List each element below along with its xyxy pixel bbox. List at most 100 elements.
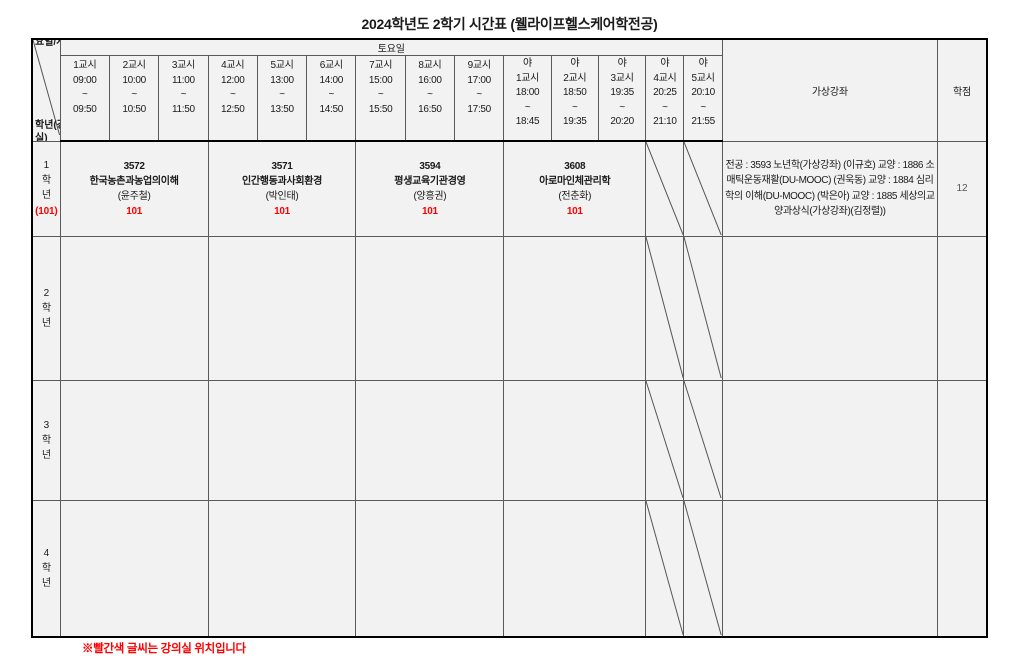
header-row-periods: 1교시 09:00 ~ 09:50 2교시 10:00 ~ 10:50 3교시 … bbox=[32, 55, 987, 142]
period-prefix: 야 bbox=[570, 58, 580, 69]
period-end: 12:50 bbox=[220, 103, 245, 115]
virtual-course-cell[interactable] bbox=[721, 235, 939, 381]
period-end: 09:50 bbox=[73, 103, 97, 115]
period-name: 1교시 bbox=[73, 60, 97, 71]
course-slot[interactable]: 3571 인간행동과사회환경 (박인태) 101 bbox=[207, 140, 357, 237]
diagonal-divider-icon bbox=[33, 40, 60, 135]
course-slot[interactable]: 3594 평생교육기관경영 (양흥권) 101 bbox=[355, 140, 505, 237]
period-prefix: 야 bbox=[698, 58, 708, 69]
course-room: 101 bbox=[422, 205, 438, 217]
diagonal-strike-icon bbox=[646, 237, 683, 378]
period-name: 5교시 bbox=[691, 72, 715, 84]
period-prefix: 야 bbox=[617, 58, 627, 69]
course-slot[interactable] bbox=[59, 379, 209, 501]
period-tilde: ~ bbox=[180, 89, 187, 100]
virtual-course-header: 가상강좌 bbox=[721, 38, 939, 142]
year-char-nyeon: 년 bbox=[41, 577, 51, 589]
virtual-course-cell[interactable]: 전공 : 3593 노년학(가상강좌) (이규호) 교양 : 1886 소매틱운… bbox=[721, 140, 939, 237]
period-end: 15:50 bbox=[368, 103, 393, 115]
period-tilde: ~ bbox=[377, 89, 384, 100]
unavailable-slot bbox=[683, 499, 723, 638]
unavailable-slot bbox=[683, 379, 723, 501]
day-header: 토요일 bbox=[59, 38, 723, 56]
period-end: 11:50 bbox=[172, 103, 195, 115]
year-digit: 3 bbox=[43, 419, 50, 431]
unavailable-slot bbox=[645, 235, 685, 381]
page-title: 2024학년도 2학기 시간표 (웰라이프헬스케어학전공) bbox=[361, 16, 658, 32]
course-name: 아로마인체관리학 bbox=[539, 175, 611, 187]
course-slot[interactable] bbox=[207, 499, 357, 638]
period-name: 4교시 bbox=[221, 60, 245, 71]
course-slot[interactable]: 3572 한국농촌과농업의이해 (윤주철) 101 bbox=[59, 140, 209, 237]
course-slot[interactable] bbox=[355, 235, 505, 381]
period-start: 14:00 bbox=[319, 74, 344, 86]
virtual-course-cell[interactable] bbox=[721, 379, 939, 501]
credit-cell: 12 bbox=[937, 140, 989, 237]
year-char-nyeon: 년 bbox=[41, 190, 51, 201]
year-char-hak: 학 bbox=[41, 302, 51, 314]
period-header-2: 2교시 10:00 ~ 10:50 bbox=[108, 55, 160, 142]
period-tilde: ~ bbox=[328, 89, 335, 100]
year-digit: 2 bbox=[43, 287, 50, 299]
credit-header: 학점 bbox=[937, 38, 989, 142]
period-tilde: ~ bbox=[572, 101, 578, 113]
period-tilde: ~ bbox=[82, 89, 88, 100]
diagonal-strike-icon bbox=[646, 381, 683, 499]
period-name: 5교시 bbox=[270, 60, 294, 71]
period-name: 2교시 bbox=[122, 60, 146, 71]
course-slot[interactable] bbox=[355, 379, 505, 501]
course-slot[interactable] bbox=[503, 235, 647, 381]
course-slot[interactable] bbox=[355, 499, 505, 638]
period-start: 10:00 bbox=[122, 74, 146, 86]
unavailable-slot bbox=[645, 379, 685, 501]
period-end: 13:50 bbox=[270, 103, 294, 115]
period-tilde: ~ bbox=[131, 89, 137, 100]
course-slot[interactable]: 3608 아로마인체관리학 (전춘화) 101 bbox=[503, 140, 647, 237]
course-slot[interactable] bbox=[503, 379, 647, 501]
course-slot[interactable] bbox=[59, 499, 209, 638]
period-tilde: ~ bbox=[619, 101, 625, 113]
course-code: 3572 bbox=[123, 160, 145, 172]
course-code: 3571 bbox=[271, 160, 293, 172]
period-header-5: 5교시 13:00 ~ 13:50 bbox=[256, 55, 308, 142]
period-header-9: 9교시 17:00 ~ 17:50 bbox=[454, 55, 505, 142]
course-slot[interactable] bbox=[207, 379, 357, 501]
course-slot[interactable] bbox=[59, 235, 209, 381]
period-start: 20:25 bbox=[653, 87, 677, 98]
course-slot[interactable] bbox=[207, 235, 357, 381]
course-code: 3608 bbox=[564, 160, 586, 172]
unavailable-slot bbox=[683, 140, 723, 237]
period-start: 16:00 bbox=[418, 74, 442, 86]
year-digit: 4 bbox=[43, 547, 50, 559]
period-header-night-1: 야 1교시 18:00 ~ 18:45 bbox=[503, 55, 552, 142]
period-prefix: 야 bbox=[660, 58, 670, 69]
table-row: 4 학 년 bbox=[30, 499, 989, 638]
period-start: 17:00 bbox=[467, 74, 491, 86]
period-start: 20:10 bbox=[691, 87, 715, 98]
year-label-2: 2 학 년 bbox=[30, 235, 61, 381]
unavailable-slot bbox=[683, 235, 723, 381]
corner-year-label: 학년(강의실) bbox=[35, 119, 59, 141]
diagonal-strike-icon bbox=[684, 501, 721, 635]
diagonal-strike-icon bbox=[646, 501, 683, 635]
course-name: 인간행동과사회환경 bbox=[241, 175, 323, 187]
year-char-nyeon: 년 bbox=[41, 449, 51, 461]
period-end: 14:50 bbox=[319, 103, 344, 115]
year-digit: 1 bbox=[43, 160, 50, 171]
timetable-grid: 요일/시간 학년(강의실) 토요일 가상강좌 학점 1교시 09:00 ~ 09… bbox=[30, 38, 989, 638]
period-name: 7교시 bbox=[369, 60, 393, 71]
year-char-hak: 학 bbox=[41, 434, 51, 446]
course-professor: (박인태) bbox=[265, 190, 299, 202]
period-name: 3교시 bbox=[171, 60, 195, 71]
period-tilde: ~ bbox=[427, 89, 433, 100]
course-name: 한국농촌과농업의이해 bbox=[89, 175, 179, 187]
credit-cell bbox=[937, 379, 989, 501]
period-end: 20:20 bbox=[610, 116, 634, 127]
header-row-day: 요일/시간 학년(강의실) 토요일 가상강좌 학점 bbox=[30, 38, 989, 142]
virtual-course-cell[interactable] bbox=[721, 499, 939, 638]
course-slot[interactable] bbox=[503, 499, 647, 638]
credit-cell bbox=[937, 499, 989, 638]
period-end: 18:45 bbox=[515, 116, 540, 127]
period-header-night-5: 야 5교시 20:10 ~ 21:55 bbox=[683, 55, 723, 142]
